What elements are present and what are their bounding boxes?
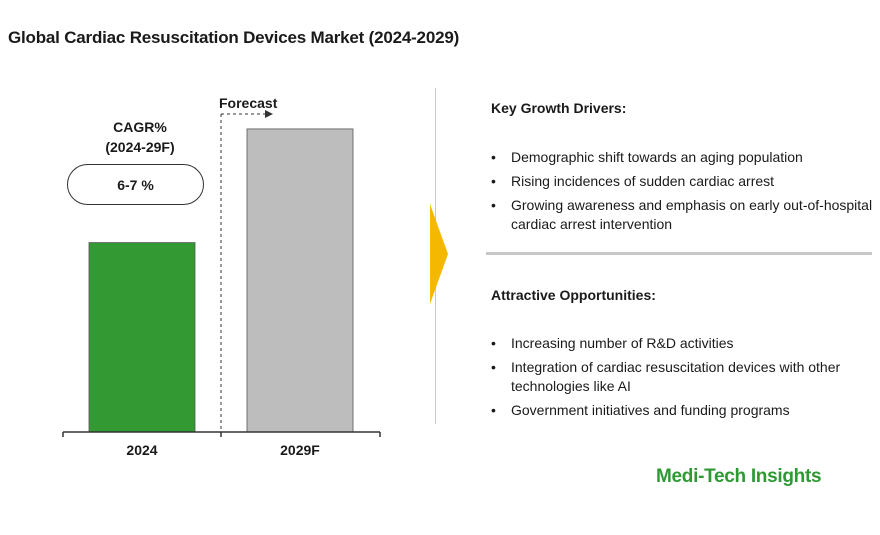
drivers-list: Demographic shift towards an aging popul…	[491, 148, 876, 239]
opportunities-list: Increasing number of R&D activities Inte…	[491, 334, 876, 425]
bar-2024	[88, 242, 196, 433]
tick-label-2029f: 2029F	[280, 442, 320, 458]
list-item: Demographic shift towards an aging popul…	[491, 148, 876, 167]
forecast-arrowhead	[265, 110, 273, 118]
forecast-label: Forecast	[219, 95, 278, 111]
cagr-label: CAGR%	[113, 119, 167, 135]
list-item: Growing awareness and emphasis on early …	[491, 196, 876, 234]
bars-group	[88, 128, 354, 433]
x-axis-ticks	[62, 432, 381, 437]
brand-logo: Medi-Tech Insights	[656, 466, 822, 487]
x-axis-tick-labels: 2024 2029F	[126, 442, 320, 458]
cagr-value-badge: 6-7 %	[67, 164, 204, 205]
opportunities-title: Attractive Opportunities:	[491, 287, 656, 303]
section-divider	[486, 252, 872, 255]
tick-label-2024: 2024	[126, 442, 157, 458]
drivers-title: Key Growth Drivers:	[491, 100, 627, 116]
cagr-heading: CAGR% (2024-29F)	[90, 117, 190, 157]
page-title: Global Cardiac Resuscitation Devices Mar…	[8, 28, 460, 47]
list-item: Government initiatives and funding progr…	[491, 401, 876, 420]
list-item: Rising incidences of sudden cardiac arre…	[491, 172, 876, 191]
cagr-period: (2024-29F)	[105, 139, 175, 155]
bar-2029f	[246, 128, 354, 433]
market-bar-chart: 2024 2029F	[62, 110, 381, 458]
list-item: Integration of cardiac resuscitation dev…	[491, 358, 876, 396]
list-item: Increasing number of R&D activities	[491, 334, 876, 353]
